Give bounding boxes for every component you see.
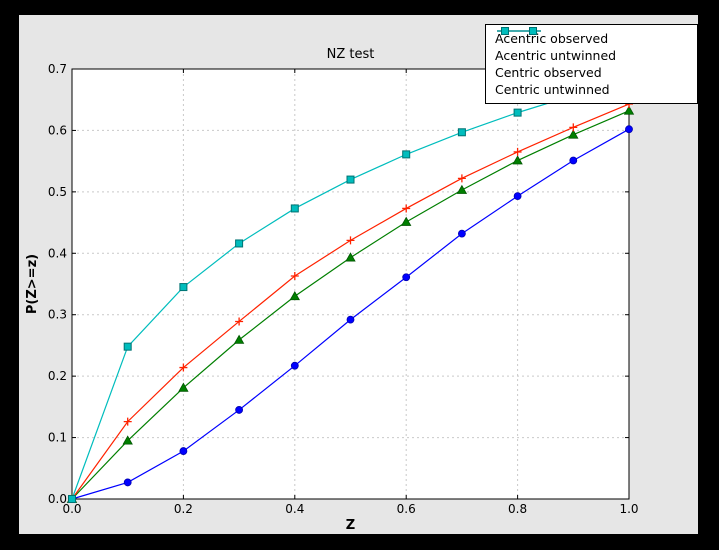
data-point-marker (68, 495, 76, 503)
y-tick-label: 0.2 (48, 369, 67, 383)
y-tick-label: 0.6 (48, 123, 67, 137)
data-point-marker (123, 342, 132, 351)
data-point-marker (290, 272, 299, 281)
legend-box: Acentric observed Acentric untwinned Centr… (485, 24, 698, 104)
data-point-marker (233, 334, 245, 344)
data-point-marker (401, 216, 412, 226)
x-axis-label: Z (345, 518, 356, 533)
plot-area (72, 69, 629, 499)
data-point-marker (179, 447, 188, 455)
legend-entry: Acentric untwinned (486, 30, 697, 64)
legend-sample-line (497, 27, 541, 35)
x-tick-label: 0.6 (397, 502, 416, 516)
data-point-marker (346, 236, 355, 245)
data-point-marker (457, 174, 466, 183)
x-tick-label: 0.8 (508, 502, 527, 516)
data-point-marker (625, 125, 633, 134)
data-point-marker (290, 204, 299, 213)
data-point-marker (290, 361, 299, 370)
y-tick-label: 0.5 (48, 185, 67, 199)
data-point-marker (457, 128, 466, 137)
legend-entry: Centric observed (486, 27, 697, 81)
data-point-marker (122, 435, 133, 445)
nz-test-plot-canvas: 0.0 0.2 0.4 0.6 0.8 1.0 0.0 0.1 0.2 0.3 0.4 0.5 0.6 0… (48, 62, 639, 516)
data-point-marker (568, 129, 579, 139)
y-tick-label: 0.1 (48, 431, 67, 445)
data-point-marker (402, 204, 411, 213)
legend-entry: Centric untwinned (486, 27, 697, 98)
chart-figure: 0.0 0.2 0.4 0.6 0.8 1.0 0.0 0.1 0.2 0.3 0.4 0.5 0.6 0… (19, 15, 698, 534)
x-tick-label: 0.4 (285, 502, 304, 516)
x-tick-label: 1.0 (619, 502, 638, 516)
x-tick-label: 0.2 (174, 502, 193, 516)
data-point-marker (513, 147, 522, 156)
legend-label: Acentric observed (495, 31, 609, 46)
data-point-marker (179, 363, 188, 372)
data-point-marker (346, 175, 355, 184)
data-point-marker (457, 229, 466, 238)
plot-border (71, 68, 630, 500)
data-point-marker (179, 283, 188, 292)
data-point-marker (512, 155, 523, 165)
data-point-marker (402, 150, 411, 159)
data-point-marker (346, 315, 355, 324)
data-point-marker (289, 290, 300, 301)
data-point-marker (569, 123, 578, 132)
legend-label: Acentric untwinned (495, 48, 617, 63)
data-point-marker (235, 406, 244, 414)
data-point-marker (456, 184, 468, 194)
y-tick-label: 0.0 (48, 492, 67, 506)
data-point-marker (513, 192, 522, 201)
data-point-marker (513, 108, 522, 117)
y-tick-label: 0.4 (48, 246, 67, 260)
y-tick-label: 0.3 (48, 308, 67, 322)
y-axis-label: P(Z>=z) (25, 253, 40, 315)
data-point-marker (623, 105, 635, 115)
legend-label: Centric observed (495, 65, 602, 80)
data-point-marker (235, 239, 244, 248)
data-point-marker (235, 317, 244, 326)
x-tick-label: 0.0 (62, 502, 81, 516)
data-point-marker (569, 156, 578, 165)
data-point-marker (123, 417, 132, 426)
data-point-marker (178, 382, 189, 392)
data-point-marker (345, 252, 356, 262)
legend-label: Centric untwinned (495, 82, 610, 97)
data-point-marker (402, 273, 411, 282)
y-tick-label: 0.7 (48, 62, 67, 76)
data-point-marker (123, 478, 132, 487)
chart-title: NZ test (326, 47, 375, 62)
